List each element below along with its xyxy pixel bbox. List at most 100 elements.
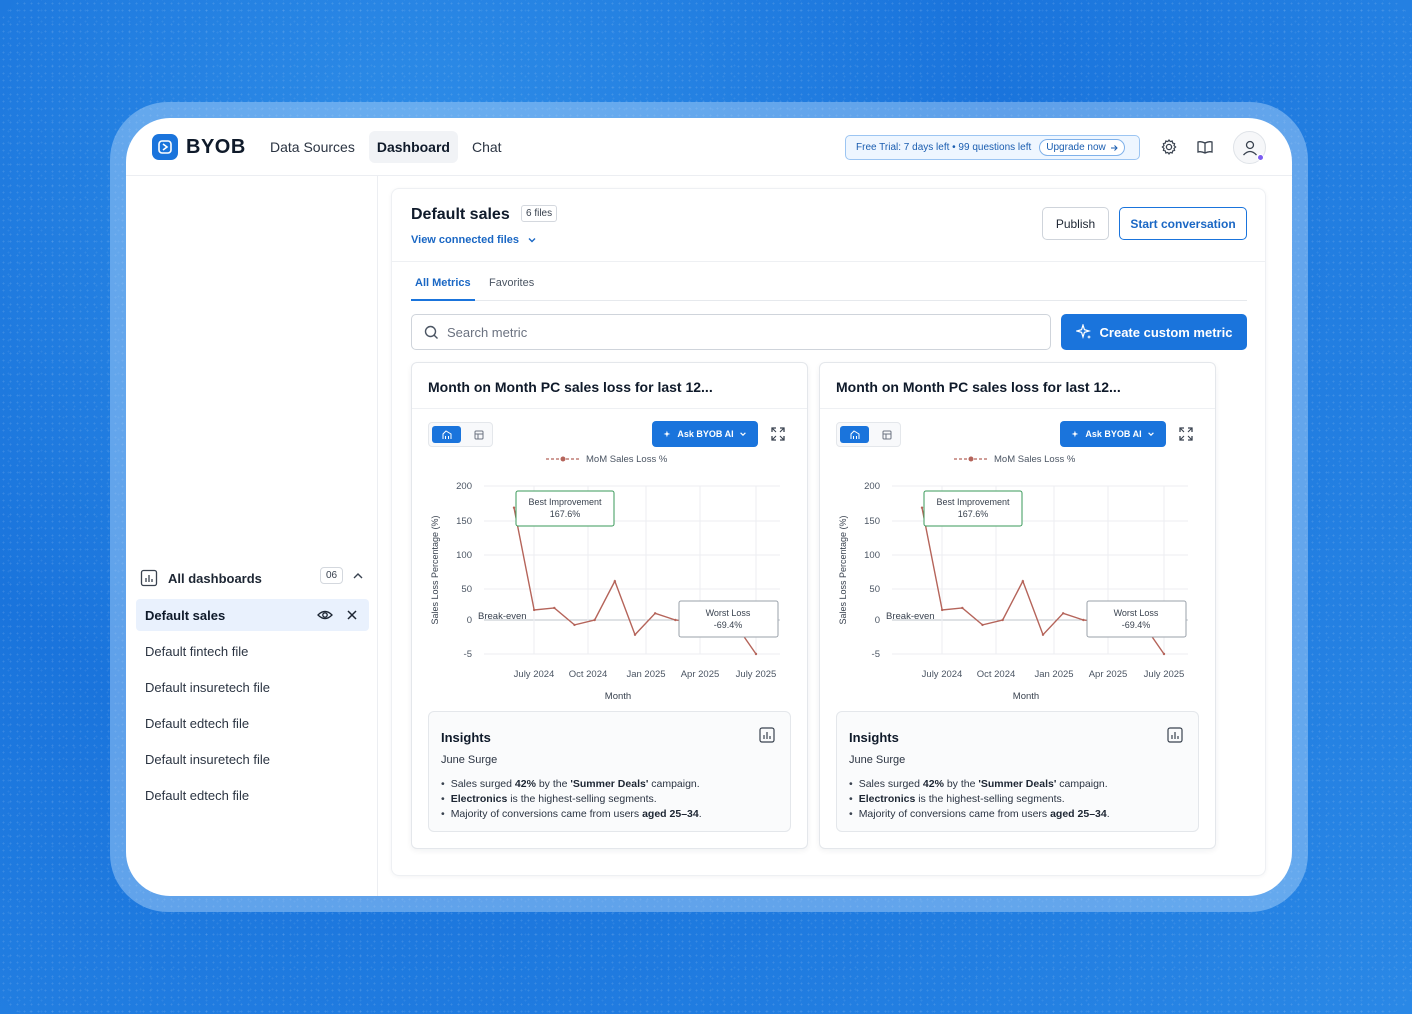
x-tick-label: Apr 2025	[681, 669, 720, 680]
logo-icon	[152, 134, 178, 160]
top-navigation: BYOB Data Sources Dashboard Chat Free Tr…	[126, 118, 1292, 176]
expand-icon[interactable]	[1179, 427, 1193, 441]
logo[interactable]: BYOB	[152, 134, 246, 160]
tab-favorites[interactable]: Favorites	[489, 277, 534, 289]
insight-item: Sales surged 42% by the 'Summer Deals' c…	[849, 777, 1110, 792]
worst-loss-label: Worst Loss	[706, 608, 751, 618]
x-tick-label: Oct 2024	[977, 669, 1016, 680]
insights-list: Sales surged 42% by the 'Summer Deals' c…	[441, 777, 702, 822]
legend-label: MoM Sales Loss %	[586, 454, 668, 465]
x-tick-label: July 2024	[922, 669, 963, 680]
nav-chat[interactable]: Chat	[464, 131, 510, 163]
view-connected-files-link[interactable]: View connected files	[411, 234, 537, 246]
table-icon	[882, 430, 892, 440]
sidebar-item-default-sales[interactable]: Default sales	[136, 599, 369, 631]
upgrade-label: Upgrade now	[1046, 142, 1105, 153]
upgrade-button[interactable]: Upgrade now	[1039, 139, 1124, 156]
all-dashboards-header[interactable]: All dashboards 06	[140, 566, 370, 590]
insight-item: Sales surged 42% by the 'Summer Deals' c…	[441, 777, 702, 792]
y-axis-label: Sales Loss Percentage (%)	[838, 515, 848, 624]
search-metric-input[interactable]: Search metric	[411, 314, 1051, 350]
user-avatar[interactable]	[1233, 131, 1266, 164]
main-nav: Data Sources Dashboard Chat	[262, 131, 510, 163]
data-point	[1022, 580, 1024, 582]
sidebar-item-insuretech-2[interactable]: Default insuretech file	[136, 743, 369, 775]
sidebar-item-edtech-2[interactable]: Default edtech file	[136, 779, 369, 811]
x-tick-label: Oct 2024	[569, 669, 608, 680]
expand-icon[interactable]	[771, 427, 785, 441]
eye-icon[interactable]	[317, 608, 333, 622]
data-point	[573, 624, 575, 626]
insight-item: Electronics is the highest-selling segme…	[441, 792, 702, 807]
trial-banner: Free Trial: 7 days left • 99 questions l…	[845, 135, 1140, 160]
legend-marker	[969, 457, 974, 462]
dashboard-chart-icon	[140, 569, 158, 587]
user-icon	[1241, 139, 1259, 157]
x-axis-label: Month	[1013, 691, 1039, 702]
card-divider	[820, 408, 1215, 409]
sales-loss-line-chart: MoM Sales Loss % 200 150 100 50 0 -5 July 2024 O…	[420, 451, 800, 706]
sidebar-item-fintech[interactable]: Default fintech file	[136, 635, 369, 667]
sidebar-item-insuretech[interactable]: Default insuretech file	[136, 671, 369, 703]
insights-subtitle: June Surge	[441, 754, 497, 766]
close-icon[interactable]	[345, 608, 359, 622]
chart-view-button[interactable]	[432, 426, 461, 443]
y-tick-label: -5	[464, 649, 472, 660]
data-point	[533, 609, 535, 611]
settings-icon[interactable]	[1160, 138, 1178, 156]
tab-all-metrics[interactable]: All Metrics	[415, 277, 471, 289]
table-icon	[474, 430, 484, 440]
card-divider	[412, 408, 807, 409]
status-dot	[1257, 154, 1264, 161]
chevron-up-icon[interactable]	[352, 570, 364, 582]
all-dashboards-label: All dashboards	[168, 571, 262, 586]
sidebar-item-label: Default insuretech file	[145, 752, 270, 767]
insight-item: Majority of conversions came from users …	[441, 807, 702, 822]
ask-byob-ai-button[interactable]: Ask BYOB AI	[1060, 421, 1166, 447]
sparkle-icon	[1076, 324, 1092, 340]
ask-byob-ai-button[interactable]: Ask BYOB AI	[652, 421, 758, 447]
data-point	[941, 609, 943, 611]
chevron-down-icon	[739, 430, 747, 438]
start-conversation-button[interactable]: Start conversation	[1119, 207, 1247, 240]
sidebar-item-edtech[interactable]: Default edtech file	[136, 707, 369, 739]
nav-data-sources[interactable]: Data Sources	[262, 131, 363, 163]
table-view-button[interactable]	[875, 426, 899, 443]
worst-loss-value: -69.4%	[1122, 620, 1151, 630]
sidebar-item-label: Default fintech file	[145, 644, 248, 659]
insights-title: Insights	[441, 730, 491, 745]
x-tick-label: Jan 2025	[626, 669, 665, 680]
data-point	[961, 607, 963, 609]
insights-chart-icon[interactable]	[759, 727, 775, 743]
data-point	[981, 624, 983, 626]
ask-byob-ai-label: Ask BYOB AI	[1085, 429, 1141, 439]
data-point	[1042, 633, 1044, 635]
publish-button[interactable]: Publish	[1042, 207, 1109, 240]
table-view-button[interactable]	[467, 426, 491, 443]
x-tick-label: July 2025	[1144, 669, 1185, 680]
card-title: Month on Month PC sales loss for last 12…	[428, 379, 713, 395]
chart-view-button[interactable]	[840, 426, 869, 443]
y-tick-label: 200	[864, 481, 880, 492]
sidebar-item-label: Default sales	[145, 608, 225, 623]
logo-text: BYOB	[186, 136, 246, 159]
insights-chart-icon[interactable]	[1167, 727, 1183, 743]
create-custom-metric-button[interactable]: Create custom metric	[1061, 314, 1247, 350]
sparkle-icon	[663, 430, 672, 439]
page-title: Default sales	[411, 206, 510, 224]
data-point	[755, 653, 757, 655]
worst-loss-callout	[1087, 601, 1186, 637]
insight-item: Majority of conversions came from users …	[849, 807, 1110, 822]
nav-dashboard[interactable]: Dashboard	[369, 131, 458, 163]
sidebar-item-label: Default edtech file	[145, 788, 249, 803]
best-improvement-label: Best Improvement	[936, 497, 1010, 507]
metric-card: Month on Month PC sales loss for last 12…	[819, 362, 1216, 849]
chevron-down-icon	[527, 235, 537, 245]
chart-plot: MoM Sales Loss %200150100500-5July 2024 O…	[838, 454, 1188, 702]
book-icon[interactable]	[1196, 138, 1214, 156]
insight-item: Electronics is the highest-selling segme…	[849, 792, 1110, 807]
x-tick-label: July 2024	[514, 669, 555, 680]
dashboard-count-badge: 06	[320, 567, 343, 584]
data-point	[1062, 612, 1064, 614]
best-improvement-label: Best Improvement	[528, 497, 602, 507]
